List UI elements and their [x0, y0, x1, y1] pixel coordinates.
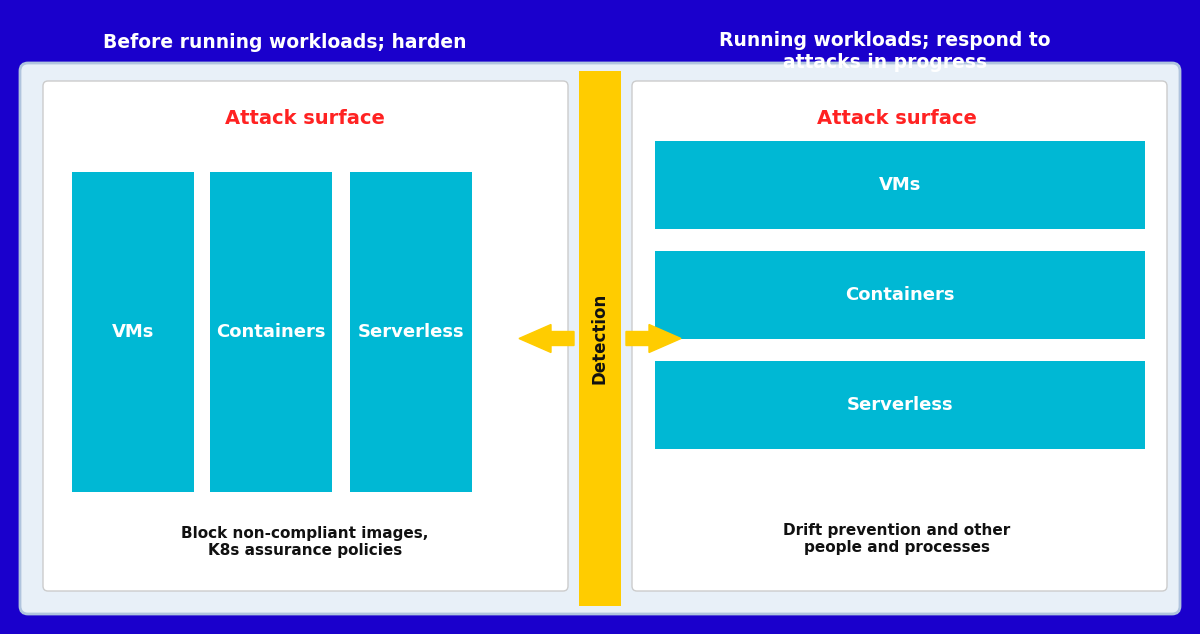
Bar [655, 141, 1145, 229]
Bar [655, 251, 1145, 339]
FancyBboxPatch shape [43, 81, 568, 591]
FancyArrow shape [520, 325, 574, 353]
FancyArrow shape [626, 325, 682, 353]
Text: Containers: Containers [216, 323, 325, 341]
FancyBboxPatch shape [632, 81, 1166, 591]
Text: VMs: VMs [878, 176, 922, 194]
Bar [210, 172, 332, 492]
Text: Running workloads; respond to
attacks in progress: Running workloads; respond to attacks in… [719, 32, 1051, 72]
Text: Detection: Detection [592, 293, 610, 384]
Text: VMs: VMs [112, 323, 154, 341]
FancyBboxPatch shape [20, 63, 1180, 614]
Bar [655, 361, 1145, 449]
Text: Drift prevention and other
people and processes: Drift prevention and other people and pr… [784, 523, 1010, 555]
Text: Serverless: Serverless [358, 323, 464, 341]
Text: Serverless: Serverless [847, 396, 953, 414]
Text: Containers: Containers [845, 286, 955, 304]
Text: Before running workloads; harden: Before running workloads; harden [103, 32, 467, 51]
Bar [72, 172, 194, 492]
Text: Attack surface: Attack surface [226, 110, 385, 129]
Bar [350, 172, 472, 492]
Bar [580, 71, 622, 606]
Text: Attack surface: Attack surface [817, 110, 977, 129]
Text: Block non-compliant images,
K8s assurance policies: Block non-compliant images, K8s assuranc… [181, 526, 428, 558]
